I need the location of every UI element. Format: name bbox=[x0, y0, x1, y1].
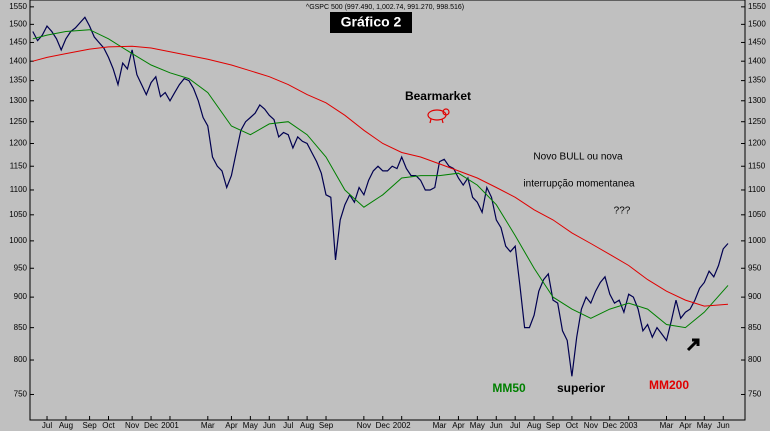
y-tick-label: 900 bbox=[748, 292, 762, 301]
x-tick-label: 2001 bbox=[161, 421, 179, 430]
y-tick-label: 1000 bbox=[748, 236, 766, 245]
x-tick-label: Mar bbox=[433, 421, 447, 430]
y-tick-label: 1350 bbox=[748, 76, 766, 85]
y-tick-label: 1100 bbox=[748, 185, 766, 194]
annotation: superior bbox=[557, 381, 605, 395]
y-tick-label: 950 bbox=[748, 263, 762, 272]
title-box bbox=[330, 12, 412, 33]
header: ^GSPC 500 (997.490, 1,002.74, 991.270, 9… bbox=[306, 4, 464, 11]
x-tick-label: Dec bbox=[603, 421, 617, 430]
x-tick-label: Jun bbox=[717, 421, 730, 430]
series-line bbox=[32, 16, 729, 377]
x-tick-label: Aug bbox=[527, 421, 541, 430]
x-tick-label: Jul bbox=[42, 421, 52, 430]
annotation: ??? bbox=[614, 206, 631, 217]
y-tick-label: 1250 bbox=[9, 117, 27, 126]
x-tick-label: 2002 bbox=[393, 421, 411, 430]
x-tick-label: May bbox=[470, 421, 485, 430]
x-tick-label: Mar bbox=[660, 421, 674, 430]
annotation: Bearmarket bbox=[405, 89, 471, 103]
y-tick-label: 800 bbox=[748, 355, 762, 364]
x-tick-label: Nov bbox=[584, 421, 598, 430]
series-line bbox=[32, 29, 729, 329]
x-tick-label: Mar bbox=[201, 421, 215, 430]
y-tick-label: 1250 bbox=[748, 117, 766, 126]
y-tick-label: 1100 bbox=[10, 185, 28, 194]
x-tick-label: Jul bbox=[283, 421, 293, 430]
y-tick-label: 1500 bbox=[9, 19, 27, 28]
chart-title: Gráfico 2 bbox=[341, 14, 402, 30]
y-tick-label: 1350 bbox=[9, 76, 27, 85]
y-tick-label: 1200 bbox=[9, 139, 27, 148]
y-tick-label: 1150 bbox=[748, 161, 766, 170]
y-tick-label: 1550 bbox=[9, 2, 27, 11]
x-tick-label: Aug bbox=[59, 421, 73, 430]
plot-area bbox=[29, 0, 746, 421]
x-tick-label: Apr bbox=[679, 421, 692, 430]
x-tick-label: Sep bbox=[546, 421, 561, 430]
x-tick-label: Nov bbox=[125, 421, 139, 430]
x-tick-label: Sep bbox=[319, 421, 334, 430]
x-tick-label: Apr bbox=[225, 421, 238, 430]
y-tick-label: 1450 bbox=[748, 38, 766, 47]
y-tick-label: 800 bbox=[14, 355, 28, 364]
y-tick-label: 1500 bbox=[748, 19, 766, 28]
y-tick-label: 1450 bbox=[9, 38, 27, 47]
y-tick-label: 1150 bbox=[10, 161, 28, 170]
x-tick-label: 2003 bbox=[620, 421, 638, 430]
y-tick-label: 850 bbox=[14, 323, 28, 332]
x-tick-label: Jun bbox=[263, 421, 276, 430]
x-tick-label: Dec bbox=[144, 421, 158, 430]
x-tick-label: Oct bbox=[566, 421, 579, 430]
y-tick-label: 1000 bbox=[9, 236, 27, 245]
annotation: interrupção momentanea bbox=[523, 179, 635, 190]
y-tick-label: 950 bbox=[14, 263, 28, 272]
y-tick-label: 1300 bbox=[9, 96, 27, 105]
x-tick-label: Nov bbox=[357, 421, 371, 430]
x-tick-label: Sep bbox=[82, 421, 97, 430]
y-tick-label: 1200 bbox=[748, 139, 766, 148]
x-tick-label: Apr bbox=[452, 421, 465, 430]
y-tick-label: 1550 bbox=[748, 2, 766, 11]
y-tick-label: 1050 bbox=[748, 210, 766, 219]
y-tick-label: 1050 bbox=[9, 210, 27, 219]
series-line bbox=[32, 45, 729, 307]
arrow bbox=[686, 338, 700, 352]
y-tick-label: 1400 bbox=[9, 56, 27, 65]
x-tick-label: May bbox=[697, 421, 712, 430]
annotation: Novo BULL ou nova bbox=[533, 152, 623, 163]
x-tick-label: Dec bbox=[376, 421, 390, 430]
y-tick-label: 1300 bbox=[748, 96, 766, 105]
x-tick-label: Oct bbox=[102, 421, 115, 430]
y-tick-label: 750 bbox=[748, 390, 762, 399]
x-tick-label: May bbox=[243, 421, 258, 430]
x-tick-label: Jul bbox=[510, 421, 520, 430]
annotation: MM50 bbox=[492, 381, 526, 395]
y-tick-label: 850 bbox=[748, 323, 762, 332]
y-tick-label: 900 bbox=[14, 292, 28, 301]
x-tick-label: Aug bbox=[300, 421, 314, 430]
annotation: MM200 bbox=[649, 378, 689, 392]
y-tick-label: 1400 bbox=[748, 56, 766, 65]
y-tick-label: 750 bbox=[14, 390, 28, 399]
x-tick-label: Jun bbox=[490, 421, 503, 430]
bear-icon bbox=[427, 108, 450, 124]
